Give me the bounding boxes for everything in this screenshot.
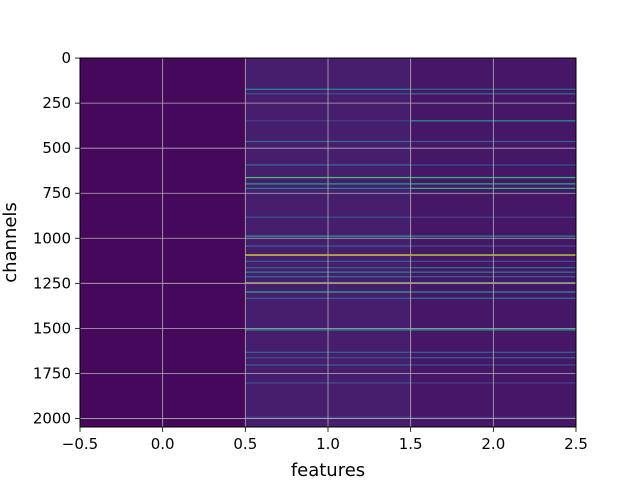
y-tick-label: 1000 bbox=[33, 229, 71, 247]
x-tick-label: 1.0 bbox=[316, 435, 340, 453]
y-axis-label: channels bbox=[0, 202, 21, 283]
x-tick-label: 0.0 bbox=[151, 435, 175, 453]
y-tick-label: 750 bbox=[42, 184, 71, 202]
y-tick-label: 1750 bbox=[33, 364, 71, 382]
y-tick-label: 2000 bbox=[33, 409, 71, 427]
x-axis-label: features bbox=[291, 460, 365, 480]
y-axis: 0 250 500 750 1000 1250 1500 1750 2000 bbox=[33, 49, 80, 427]
y-tick-label: 500 bbox=[42, 139, 71, 157]
x-tick-label: 1.5 bbox=[399, 435, 423, 453]
y-tick-label: 1250 bbox=[33, 274, 71, 292]
x-tick-label: −0.5 bbox=[62, 435, 98, 453]
y-tick-label: 250 bbox=[42, 94, 71, 112]
x-tick-label: 0.5 bbox=[233, 435, 257, 453]
x-tick-label: 2.5 bbox=[564, 435, 588, 453]
y-tick-label: 0 bbox=[61, 49, 71, 67]
x-axis: −0.5 0.0 0.5 1.0 1.5 2.0 2.5 bbox=[62, 427, 588, 453]
y-tick-label: 1500 bbox=[33, 319, 71, 337]
x-tick-label: 2.0 bbox=[481, 435, 505, 453]
